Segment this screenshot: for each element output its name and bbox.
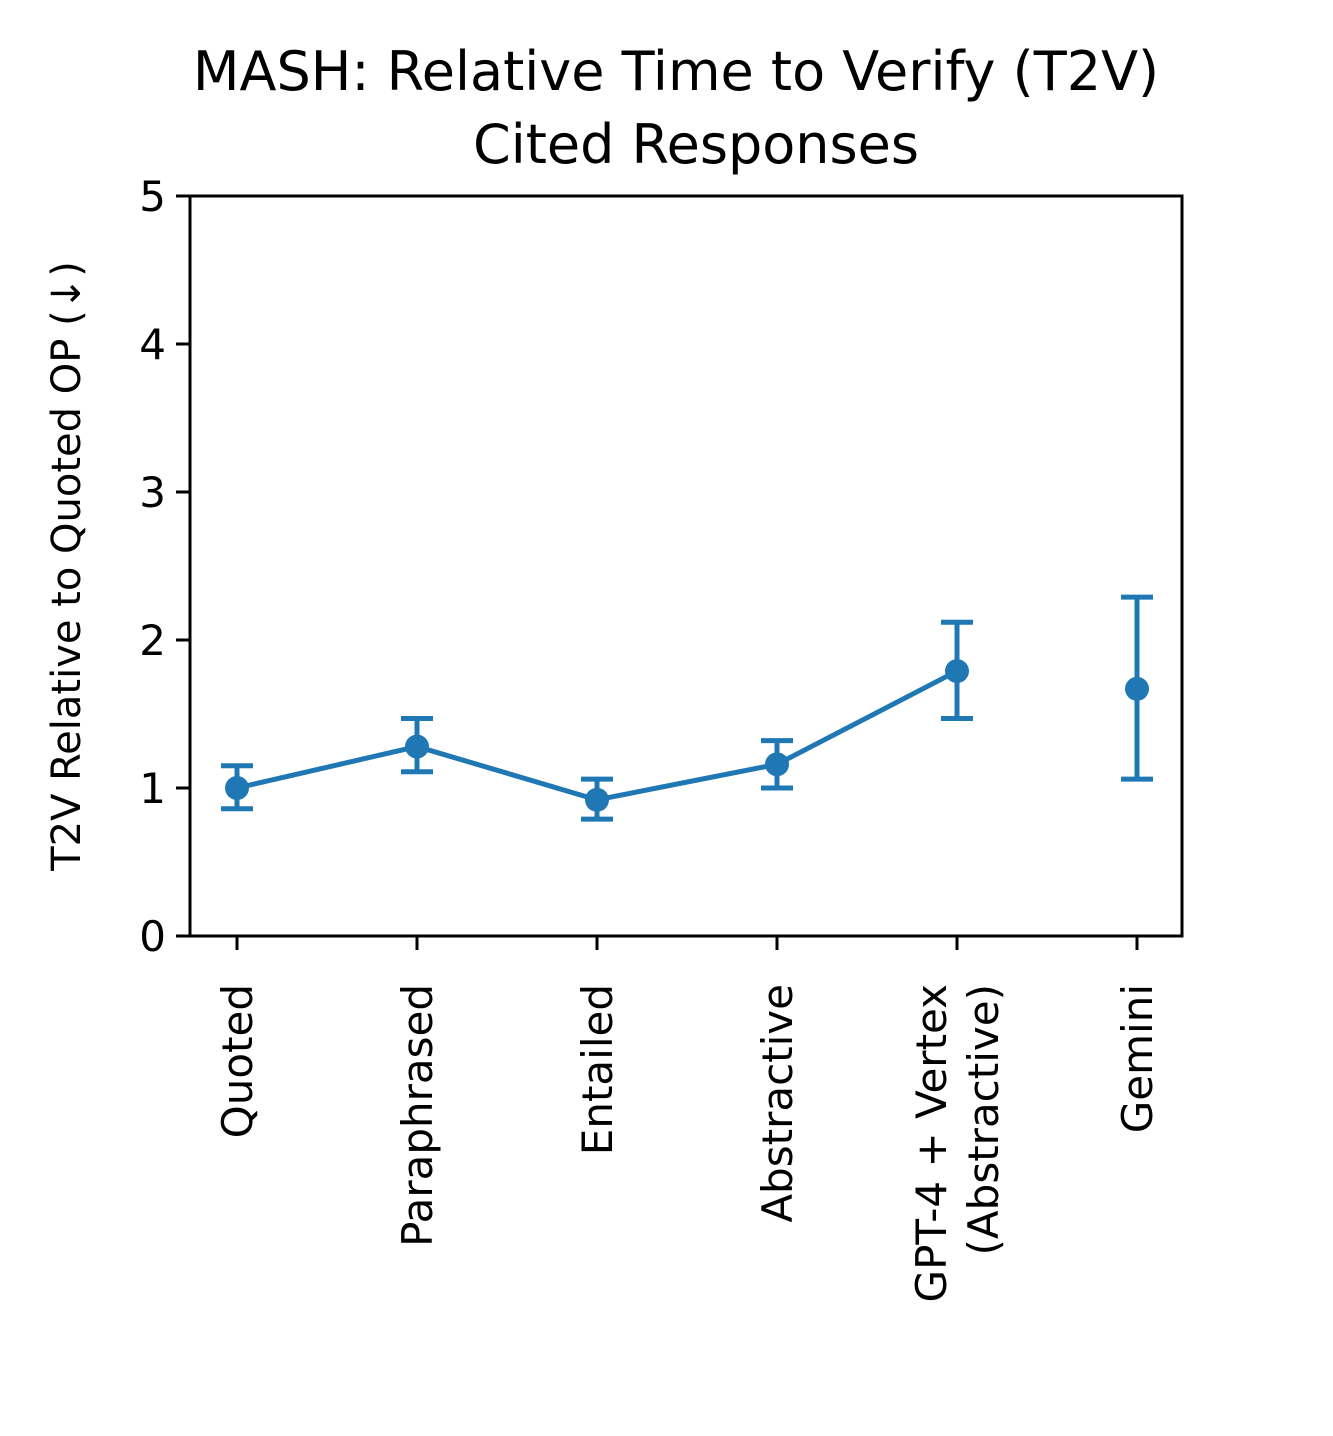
y-tick-label: 1 [139, 764, 166, 813]
x-tick-label: Abstractive [753, 984, 802, 1223]
y-axis-label: T2V Relative to Quoted OP (↓) [44, 261, 90, 872]
x-tick-label: Paraphrased [393, 984, 442, 1247]
data-point [405, 734, 429, 759]
x-tick-label: Entailed [573, 984, 622, 1155]
y-tick-label: 4 [139, 320, 166, 369]
plot-area [221, 594, 1153, 822]
y-tick-label: 5 [139, 172, 166, 221]
data-point [945, 659, 969, 684]
y-axis: 0 1 2 3 4 5 [139, 172, 190, 961]
y-tick-label: 0 [139, 912, 166, 961]
x-tick-label: Quoted [213, 984, 262, 1138]
y-tick-label: 2 [139, 616, 166, 665]
data-point [1125, 676, 1149, 701]
data-point [765, 752, 789, 777]
chart-title-line-2: Cited Responses [473, 113, 919, 176]
axes-frame [188, 194, 1184, 938]
data-point [585, 787, 609, 812]
x-tick-label: GPT-4 + Vertex [907, 984, 956, 1302]
x-tick-label: Gemini [1113, 984, 1162, 1133]
x-axis: Quoted Paraphrased Entailed Abstractive GPT-… [213, 936, 1162, 1302]
x-tick-label: (Abstractive) [959, 984, 1008, 1255]
data-point [225, 776, 249, 800]
y-tick-label: 3 [139, 468, 166, 517]
chart-title-line-1: MASH: Relative Time to Verify (T2V) [193, 40, 1159, 103]
